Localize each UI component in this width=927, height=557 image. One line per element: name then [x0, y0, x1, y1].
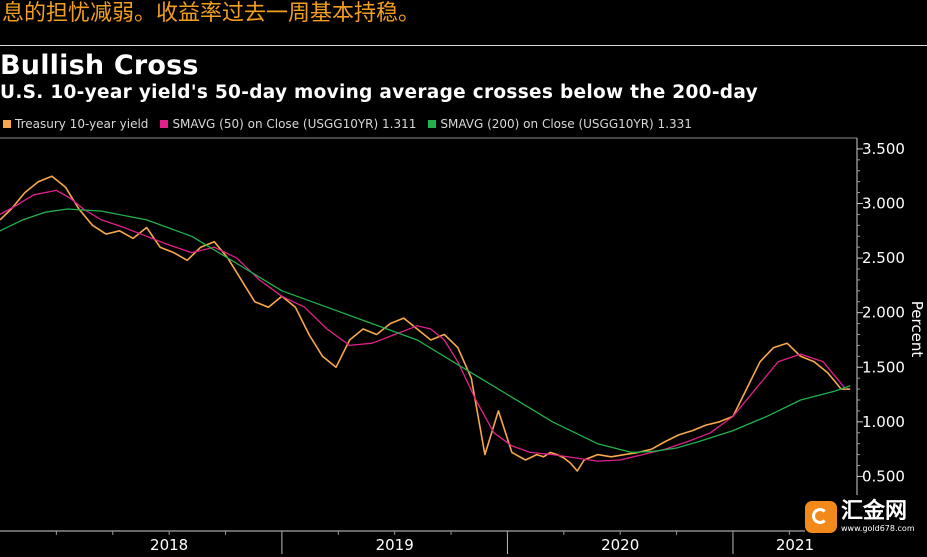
legend-label-treasury: Treasury 10-year yield	[15, 117, 149, 131]
y-axis-label: Percent	[908, 301, 926, 358]
watermark-logo-icon	[805, 501, 837, 533]
chart-legend: Treasury 10-year yield SMAVG (50) on Clo…	[3, 117, 692, 131]
series-line-smavg200	[0, 208, 851, 454]
chart-subtitle: U.S. 10-year yield's 50-day moving avera…	[0, 82, 758, 103]
watermark-name: 汇金网	[841, 499, 908, 524]
legend-swatch-smavg200	[428, 120, 437, 128]
legend-item-smavg200: SMAVG (200) on Close (USGG10YR) 1.331	[428, 117, 692, 131]
y-tick-label: 1.500	[862, 358, 905, 376]
y-tick-label: 3.500	[862, 140, 905, 158]
watermark-url: www.gold678.com	[841, 524, 915, 533]
y-tick-label: 0.500	[862, 467, 905, 485]
x-tick-label: 2019	[376, 536, 414, 554]
legend-item-smavg50: SMAVG (50) on Close (USGG10YR) 1.311	[160, 117, 416, 131]
chart-title: Bullish Cross	[0, 50, 199, 81]
y-tick-label: 2.500	[862, 249, 905, 267]
x-tick-label: 2020	[601, 536, 639, 554]
legend-label-smavg200: SMAVG (200) on Close (USGG10YR) 1.331	[440, 117, 692, 131]
legend-label-smavg50: SMAVG (50) on Close (USGG10YR) 1.311	[172, 117, 417, 131]
y-tick-label: 1.000	[862, 413, 905, 431]
legend-swatch-treasury	[3, 120, 11, 128]
watermark-text: 汇金网 www.gold678.com	[841, 501, 915, 533]
x-tick-label: 2021	[776, 536, 814, 554]
article-caption: 息的担忧减弱。收益率过去一周基本持稳。	[0, 0, 927, 46]
series-line-treasury	[0, 175, 851, 472]
legend-item-treasury: Treasury 10-year yield	[3, 117, 148, 131]
x-tick-label: 2018	[150, 536, 188, 554]
series-line-smavg50	[0, 189, 847, 462]
legend-swatch-smavg50	[160, 120, 169, 128]
y-tick-label: 3.000	[862, 195, 905, 213]
y-tick-label: 2.000	[862, 304, 905, 322]
watermark: 汇金网 www.gold678.com	[805, 495, 927, 539]
